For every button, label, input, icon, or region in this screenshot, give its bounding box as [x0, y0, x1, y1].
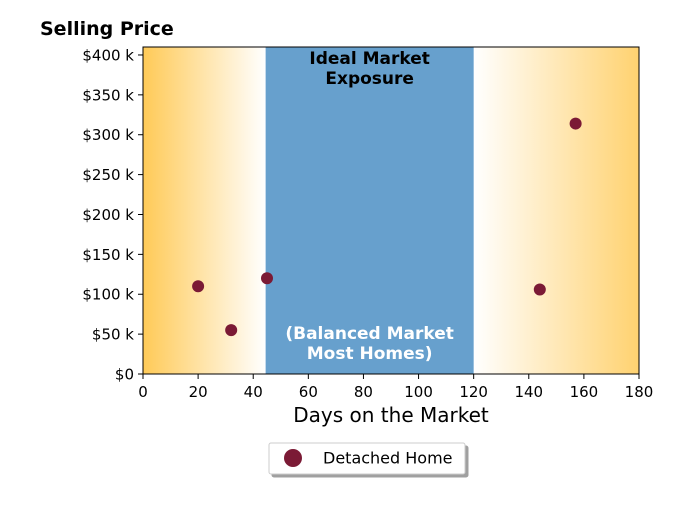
y-tick-label: $350 k: [82, 86, 134, 104]
data-point: [225, 324, 238, 337]
x-tick-label: 60: [299, 383, 318, 401]
y-axis-ticks: $0 $50 k $100 k $150 k $200 k $250 k $300 k $35…: [82, 46, 143, 384]
y-tick-label: $400 k: [82, 46, 134, 64]
x-tick-label: 160: [570, 383, 599, 401]
ideal-band-rect: [265, 47, 474, 374]
band-top-label-line: Exposure: [325, 69, 414, 89]
y-tick-label: $300 k: [82, 126, 134, 144]
x-axis-title: Days on the Market: [293, 403, 489, 427]
legend-box: [268, 442, 466, 475]
band-bottom-label-line: (Balanced Market: [285, 324, 454, 344]
legend-marker: [284, 449, 302, 467]
x-axis-ticks: 0 20 40 60 80 100 120 140 160 180: [138, 374, 653, 401]
data-point: [192, 280, 205, 293]
y-tick-label: $200 k: [82, 206, 134, 224]
x-tick-label: 180: [625, 383, 654, 401]
data-point: [569, 117, 582, 130]
y-tick-label: $150 k: [82, 246, 134, 264]
data-point: [533, 283, 546, 296]
right-gradient-zone: [473, 47, 639, 374]
band-top-label-line: Ideal Market: [309, 49, 430, 69]
y-tick-label: $100 k: [82, 286, 134, 304]
data-point: [261, 272, 273, 285]
y-tick-label: $50 k: [92, 326, 134, 344]
plot-frame: [142, 46, 640, 375]
x-tick-label: 0: [138, 383, 148, 401]
legend: Detached Home: [268, 442, 466, 475]
x-tick-label: 140: [514, 383, 543, 401]
y-axis-title: Selling Price: [40, 18, 174, 40]
x-tick-label: 40: [244, 383, 263, 401]
x-tick-label: 100: [404, 383, 433, 401]
x-tick-label: 120: [459, 383, 488, 401]
y-tick-label: $0: [115, 366, 134, 384]
left-gradient-zone: [143, 47, 266, 374]
x-tick-label: 80: [354, 383, 373, 401]
y-tick-label: $250 k: [82, 166, 134, 184]
band-bottom-label-line: Most Homes): [307, 344, 433, 364]
x-tick-label: 20: [189, 383, 208, 401]
data-points: [192, 117, 582, 337]
legend-label: Detached Home: [323, 449, 453, 468]
